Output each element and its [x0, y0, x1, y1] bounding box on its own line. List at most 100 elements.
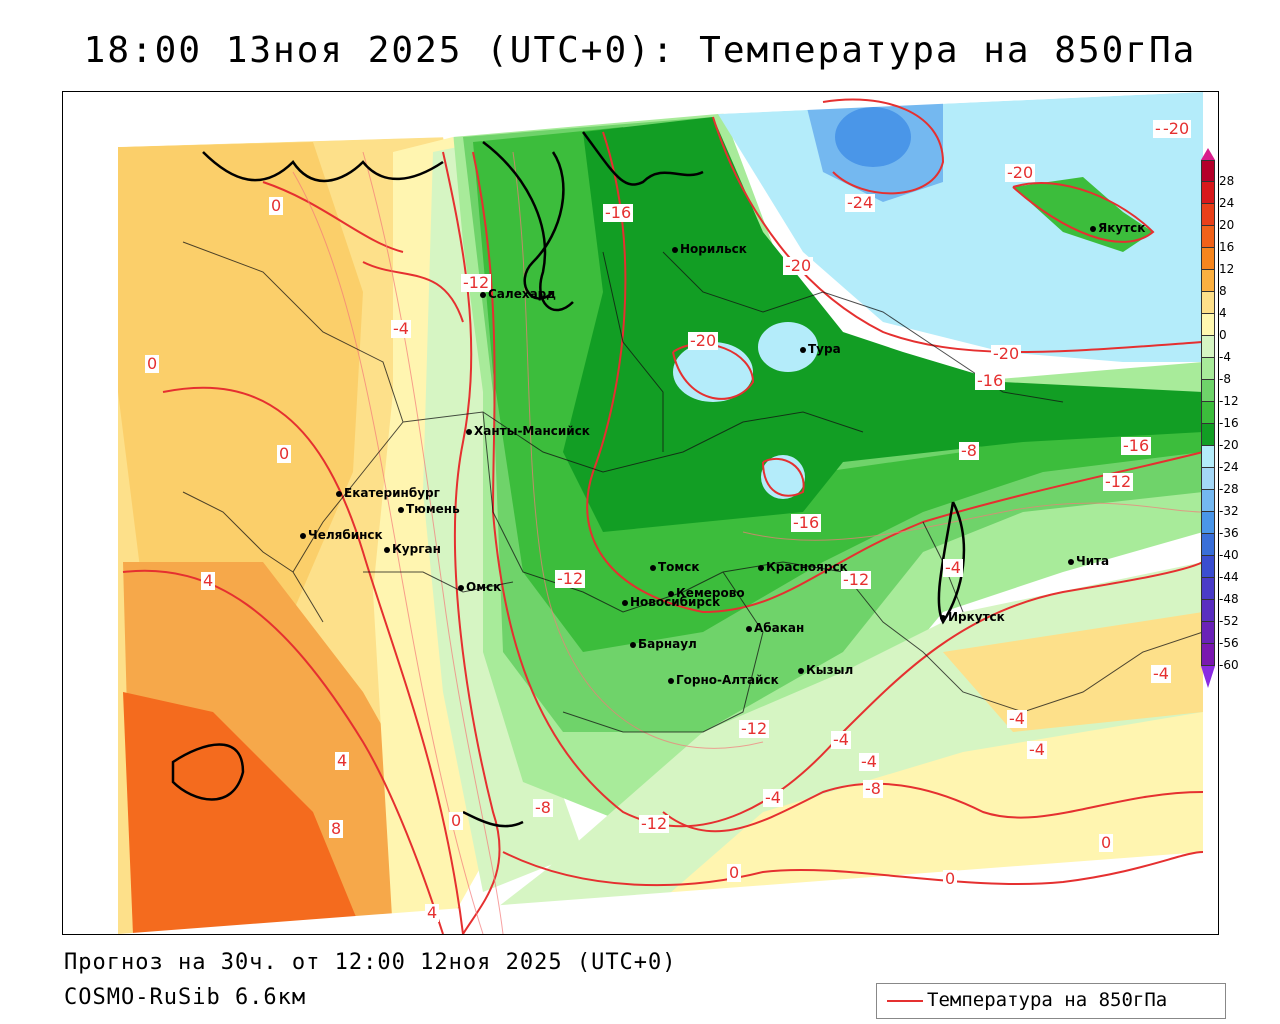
isotherm-label: 0: [1099, 833, 1114, 852]
city-label: Челябинск: [308, 528, 383, 542]
isotherm-label: 4: [201, 571, 216, 590]
isotherm-label: -4: [859, 752, 879, 771]
city-label: Якутск: [1098, 221, 1146, 235]
colorbar-cell: [1201, 622, 1215, 644]
city-dot: [940, 615, 946, 621]
colorbar-level-label: -40: [1219, 548, 1239, 562]
isotherm-label: -4: [831, 730, 851, 749]
city-dot: [458, 585, 464, 591]
colorbar-cell: [1201, 336, 1215, 358]
city-dot: [650, 565, 656, 571]
city-dot: [1090, 226, 1096, 232]
isotherm-label: -4: [391, 319, 411, 338]
city-dot: [746, 626, 752, 632]
forecast-caption: Прогноз на 30ч. от 12:00 12ноя 2025 (UTC…: [64, 950, 677, 975]
colorbar-level-label: 12: [1219, 262, 1235, 276]
isotherm-label: 0: [145, 354, 160, 373]
isotherm-label: 0: [449, 811, 464, 830]
colorbar-cell: [1201, 556, 1215, 578]
city-dot: [480, 292, 486, 298]
isotherm-label: 0: [277, 444, 292, 463]
colorbar-cell: [1201, 468, 1215, 490]
colorbar-level-label: 28: [1219, 174, 1235, 188]
isotherm-label: -4: [763, 788, 783, 807]
isotherm-label: -12: [739, 719, 770, 738]
colorbar-level-label: -60: [1219, 658, 1239, 672]
city-label: Абакан: [754, 621, 805, 635]
colorbar-level-label: 16: [1219, 240, 1235, 254]
colorbar-level-label: -36: [1219, 526, 1239, 540]
colorbar-cell: [1201, 424, 1215, 446]
isotherm-label: -16: [975, 371, 1006, 390]
arctic-core: [835, 107, 911, 167]
colorbar-cell: [1201, 182, 1215, 204]
city-dot: [668, 678, 674, 684]
colorbar-level-label: -8: [1219, 372, 1231, 386]
isotherm-label: 0: [727, 863, 742, 882]
southeast-warm: [943, 612, 1203, 732]
colorbar-level-label: -16: [1219, 416, 1239, 430]
map-legend: Температура на 850гПа: [876, 983, 1226, 1019]
isotherm-label: -16: [603, 203, 634, 222]
colorbar-level-label: -48: [1219, 592, 1239, 606]
colorbar-cell: [1201, 534, 1215, 556]
colorbar-cell: [1201, 314, 1215, 336]
colorbar-level-label: -52: [1219, 614, 1239, 628]
city-dot: [384, 547, 390, 553]
isotherm-label: -8: [863, 779, 883, 798]
isotherm-label: -12: [841, 570, 872, 589]
colorbar-level-label: -56: [1219, 636, 1239, 650]
city-dot: [1068, 559, 1074, 565]
isotherm-label: -20: [1161, 119, 1192, 138]
colorbar-cell: [1201, 578, 1215, 600]
city-dot: [672, 247, 678, 253]
city-label: Томск: [658, 560, 700, 574]
isotherm-label: -12: [461, 273, 492, 292]
city-label: Тюмень: [406, 502, 460, 516]
colorbar-cell: [1201, 226, 1215, 248]
city-label: Барнаул: [638, 637, 697, 651]
isotherm-label: -20: [688, 331, 719, 350]
colorbar-level-label: -24: [1219, 460, 1239, 474]
colorbar-cell: [1201, 248, 1215, 270]
isotherm-label: -12: [639, 814, 670, 833]
city-dot: [800, 347, 806, 353]
colorbar-arrow-down: [1201, 666, 1215, 688]
city-dot: [466, 429, 472, 435]
isotherm-label: -24: [845, 193, 876, 212]
out-of-domain-north: [63, 92, 1218, 147]
colorbar-cell: [1201, 358, 1215, 380]
colorbar-cell: [1201, 160, 1215, 182]
colorbar-level-label: -28: [1219, 482, 1239, 496]
colorbar-cell: [1201, 512, 1215, 534]
city-label: Горно-Алтайск: [676, 673, 779, 687]
isotherm-label: -20: [783, 256, 814, 275]
city-dot: [798, 668, 804, 674]
model-caption: COSMO-RuSib 6.6км: [64, 985, 307, 1010]
colorbar-cell: [1201, 204, 1215, 226]
colorbar-cell: [1201, 446, 1215, 468]
colorbar-level-label: 0: [1219, 328, 1227, 342]
city-dot: [336, 491, 342, 497]
coldest-green: [563, 117, 1203, 532]
city-label: Кемерово: [676, 586, 745, 600]
colorbar-level-label: -20: [1219, 438, 1239, 452]
isotherm-label: -4: [1007, 709, 1027, 728]
legend-label: Температура на 850гПа: [927, 989, 1168, 1011]
yakutia-pocket: [1013, 177, 1153, 252]
temperature-colorbar: [1201, 160, 1215, 666]
isotherm-label: -12: [1103, 472, 1134, 491]
isotherm-label: -4: [943, 558, 963, 577]
colorbar-labels: 28 24 20 16 12 8 4 0 -4 -8 -12 -16 -20 -24 -28 -32 -36 -4…: [1219, 170, 1239, 676]
isotherm-label: -16: [1121, 436, 1152, 455]
city-label: Омск: [466, 580, 502, 594]
out-of-domain-west: [63, 92, 118, 934]
isotherm-label: 0: [269, 196, 284, 215]
colorbar-level-label: 8: [1219, 284, 1227, 298]
city-label: Красноярск: [766, 560, 848, 574]
isotherm-label: -4: [1027, 740, 1047, 759]
colorbar-cell: [1201, 490, 1215, 512]
city-label: Норильск: [680, 242, 747, 256]
tura-pocket-2: [758, 322, 818, 372]
colorbar-cell: [1201, 600, 1215, 622]
